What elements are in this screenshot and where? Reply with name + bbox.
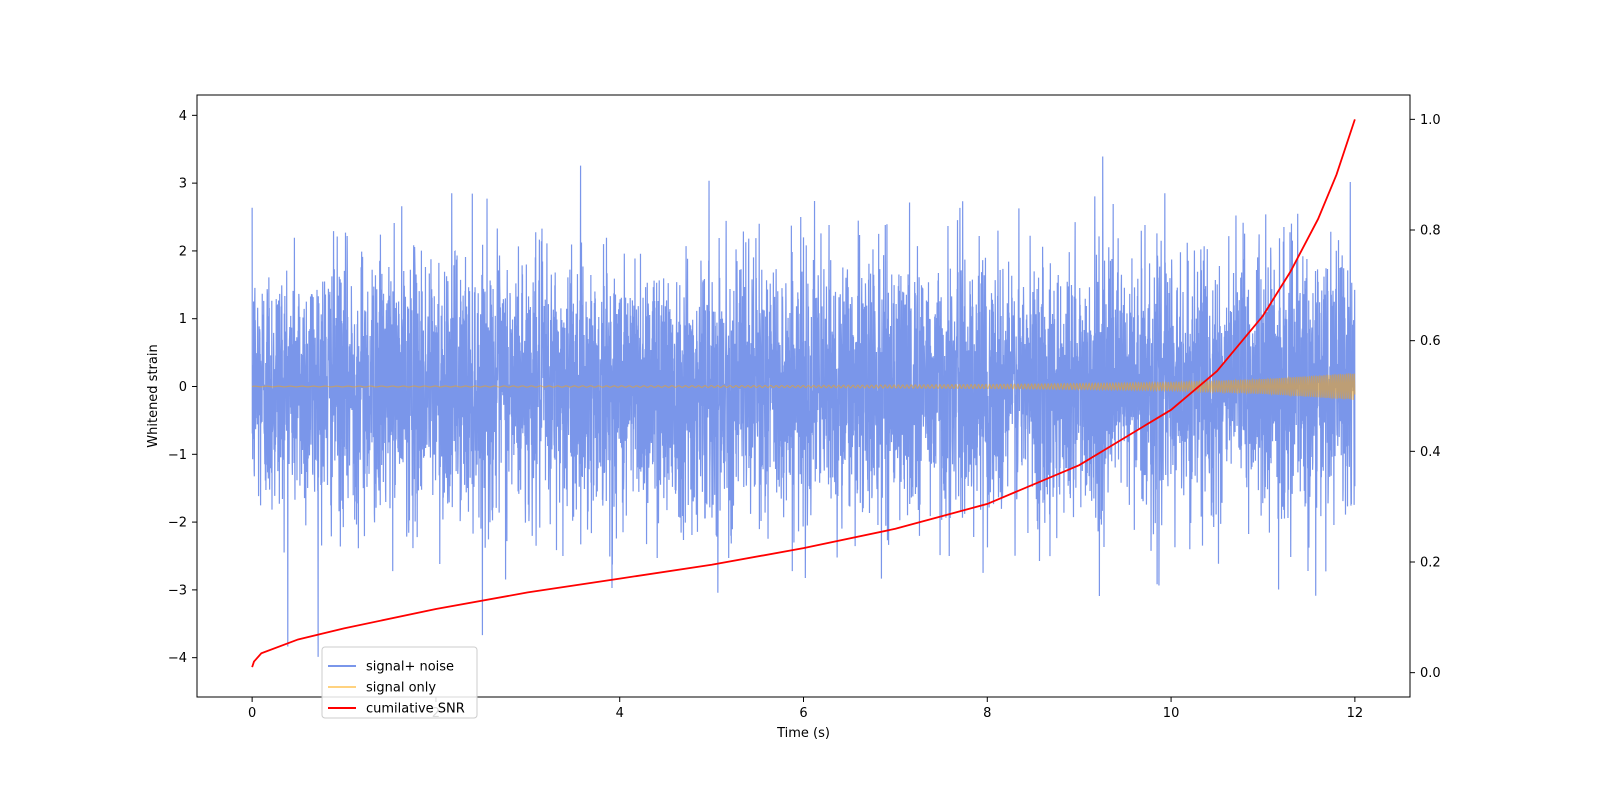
y-tick-label: 1 — [179, 312, 187, 327]
y2-tick-label: 0.0 — [1420, 666, 1441, 681]
y2-tick-label: 1.0 — [1420, 113, 1441, 128]
x-tick-label: 10 — [1163, 706, 1180, 721]
y2-tick-label: 0.2 — [1420, 555, 1441, 570]
plot-layer — [251, 119, 1356, 668]
x-tick-label: 0 — [248, 706, 256, 721]
y-tick-label: 0 — [179, 380, 187, 395]
x-tick-label: 4 — [616, 706, 624, 721]
y2-tick-label: 0.4 — [1420, 445, 1441, 460]
y-tick-label: −4 — [168, 651, 187, 666]
x-axis-label: Time (s) — [776, 726, 830, 741]
legend-label-signal-only: signal only — [366, 681, 436, 696]
y-tick-label: 3 — [179, 177, 187, 192]
legend-label-cumulative-snr: cumilative SNR — [366, 702, 465, 717]
legend-box — [321, 646, 478, 719]
y2-tick-label: 0.8 — [1420, 224, 1441, 239]
x-tick-label: 8 — [983, 706, 991, 721]
y-axis-right: 0.0 0.2 0.4 0.6 0.8 1.0 — [1410, 113, 1441, 681]
y-axis-left: −4 −3 −2 −1 0 1 2 3 4 — [168, 109, 197, 666]
y-axis-label: Whitened strain — [146, 344, 161, 447]
y-tick-label: −3 — [168, 583, 187, 598]
y2-tick-label: 0.6 — [1420, 334, 1441, 349]
series-line-signal-noise — [251, 156, 1356, 657]
x-tick-label: 6 — [799, 706, 807, 721]
y-tick-label: −2 — [168, 516, 187, 531]
series-line-cumulative-snr — [251, 119, 1356, 668]
y-tick-label: 4 — [179, 109, 187, 124]
series-line-signal-only — [252, 373, 1356, 400]
y-tick-label: 2 — [179, 244, 187, 259]
x-tick-label: 12 — [1347, 706, 1364, 721]
y-tick-label: −1 — [168, 448, 187, 463]
legend: signal+ noise signal only cumilative SNR — [321, 646, 478, 719]
legend-label-signal-noise: signal+ noise — [366, 660, 454, 675]
